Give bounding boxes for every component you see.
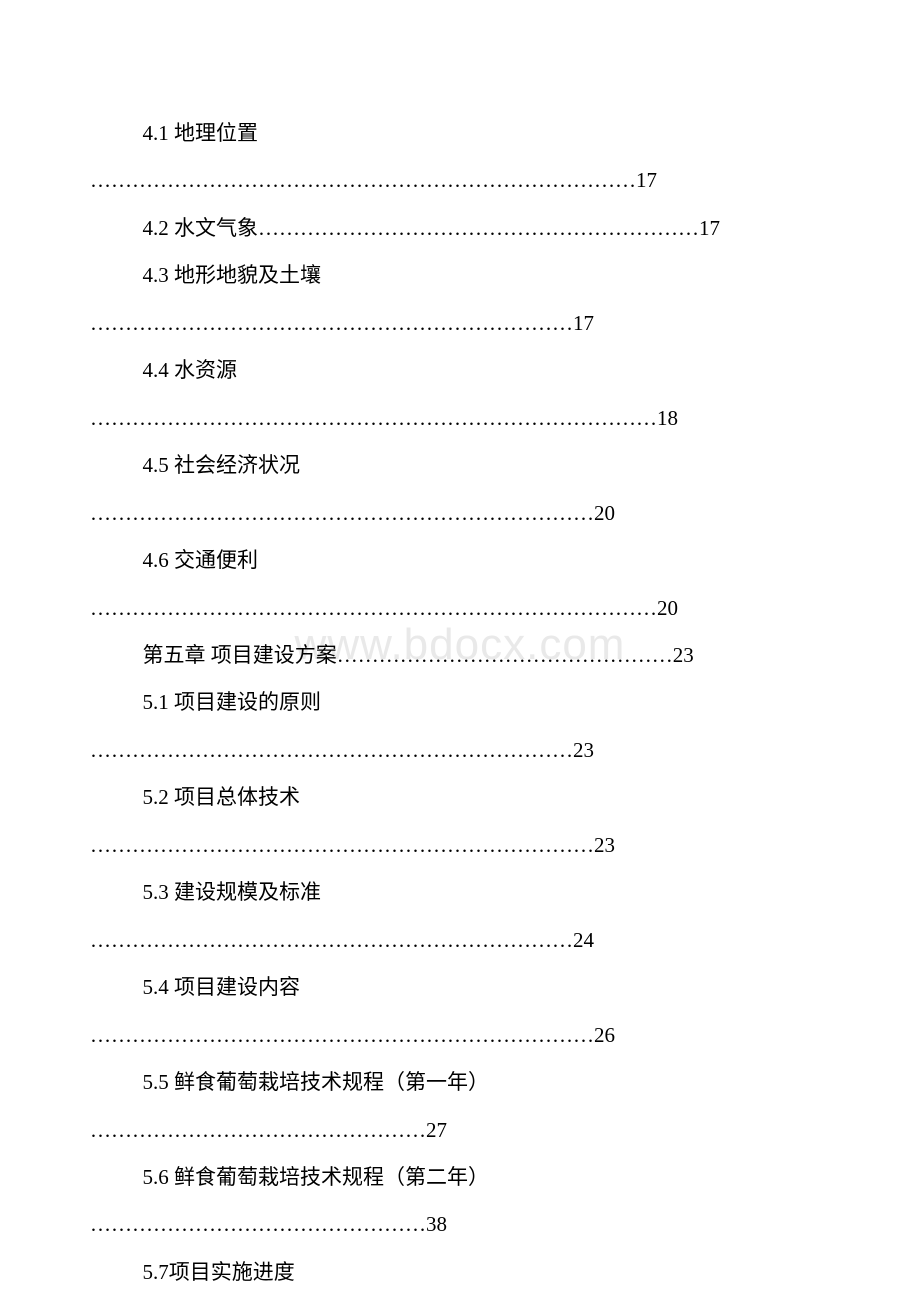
toc-leader: ……………………………………………………………………… xyxy=(90,596,657,620)
toc-label: 第五章 项目建设方案 xyxy=(143,643,337,667)
toc-content: 4.1 地理位置……………………………………………………………………17 4.2… xyxy=(90,110,830,1302)
toc-leader: ……………………………………………………………………… xyxy=(90,406,657,430)
toc-entry: 4.2 水文气象………………………………………………………17 xyxy=(90,205,830,252)
toc-entry: 4.3 地形地貌及土壤 ……………………………………………………………17 xyxy=(90,252,830,347)
toc-label: 4.4 水资源 xyxy=(143,358,238,382)
toc-page: 20 xyxy=(657,596,678,620)
toc-leader: …………………………………………………………… xyxy=(90,928,573,952)
toc-entry: 5.5 鲜食葡萄栽培技术规程（第一年） …………………………………………27 xyxy=(90,1059,830,1154)
toc-label: 4.1 地理位置 xyxy=(143,121,259,145)
toc-leader: …………………………………………………………… xyxy=(90,311,573,335)
toc-leader: ……………………………………………………………… xyxy=(90,501,594,525)
document-page: www.bdocx.com 4.1 地理位置………………………………………………… xyxy=(0,0,920,1302)
toc-entry: 4.5 社会经济状况 ………………………………………………………………20 xyxy=(90,442,830,537)
toc-page: 23 xyxy=(594,833,615,857)
toc-leader: ………………………………………… xyxy=(337,643,673,667)
toc-leader: ……………………………………………………… xyxy=(258,216,699,240)
toc-page: 17 xyxy=(636,168,657,192)
toc-entry: 5.3 建设规模及标准 ……………………………………………………………24 xyxy=(90,869,830,964)
toc-page: 20 xyxy=(594,501,615,525)
toc-label: 4.3 地形地貌及土壤 xyxy=(143,263,322,287)
toc-label: 5.7项目实施进度 xyxy=(143,1260,295,1284)
toc-page: 23 xyxy=(673,643,694,667)
toc-entry: 5.7项目实施进度………………………………………………………………46 xyxy=(90,1249,830,1302)
toc-leader: ………………………………………… xyxy=(90,1118,426,1142)
toc-page: 17 xyxy=(573,311,594,335)
toc-page: 24 xyxy=(573,928,594,952)
toc-entry: 5.4 项目建设内容 ………………………………………………………………26 xyxy=(90,964,830,1059)
toc-leader: …………………………………………………………………… xyxy=(90,168,636,192)
toc-entry: 4.6 交通便利 ………………………………………………………………………20 xyxy=(90,537,830,632)
toc-leader: ………………………………………… xyxy=(90,1212,426,1236)
toc-label: 5.3 建设规模及标准 xyxy=(143,880,322,904)
toc-label: 5.6 鲜食葡萄栽培技术规程（第二年） xyxy=(143,1165,490,1189)
toc-entry: 第五章 项目建设方案…………………………………………23 xyxy=(90,632,830,679)
toc-entry: 5.6 鲜食葡萄栽培技术规程（第二年） …………………………………………38 xyxy=(90,1154,830,1249)
toc-page: 27 xyxy=(426,1118,447,1142)
toc-page: 38 xyxy=(426,1212,447,1236)
toc-entry: 4.1 地理位置 ……………………………………………………………………17 xyxy=(90,110,830,205)
toc-entry: 4.4 水资源 ………………………………………………………………………18 xyxy=(90,347,830,442)
toc-leader: …………………………………………………………… xyxy=(90,738,573,762)
toc-leader: ……………………………………………………………… xyxy=(90,1023,594,1047)
toc-label: 4.2 水文气象 xyxy=(143,216,259,240)
toc-entry: 5.2 项目总体技术 ………………………………………………………………23 xyxy=(90,774,830,869)
toc-label: 5.4 项目建设内容 xyxy=(143,975,301,999)
toc-leader: ……………………………………………………………… xyxy=(90,833,594,857)
toc-entry: 5.1 项目建设的原则 ……………………………………………………………23 xyxy=(90,679,830,774)
toc-label: 5.5 鲜食葡萄栽培技术规程（第一年） xyxy=(143,1070,490,1094)
toc-page: 23 xyxy=(573,738,594,762)
toc-label: 5.2 项目总体技术 xyxy=(143,785,301,809)
toc-page: 18 xyxy=(657,406,678,430)
toc-page: 26 xyxy=(594,1023,615,1047)
toc-page: 17 xyxy=(699,216,720,240)
toc-label: 5.1 项目建设的原则 xyxy=(143,690,322,714)
toc-label: 4.6 交通便利 xyxy=(143,548,259,572)
toc-label: 4.5 社会经济状况 xyxy=(143,453,301,477)
